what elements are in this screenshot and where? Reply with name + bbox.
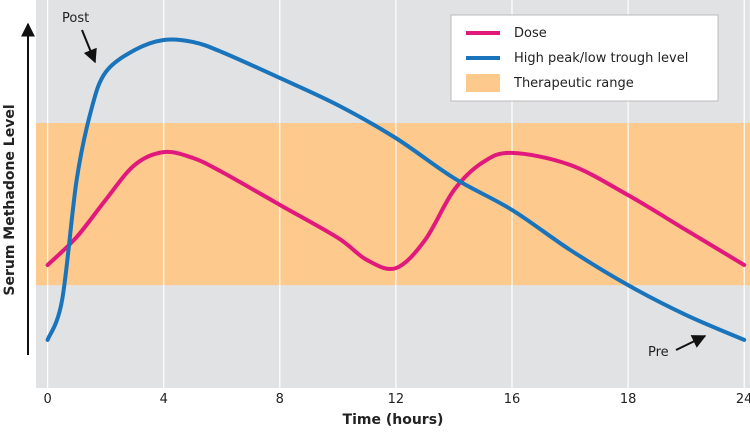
x-tick-label: 18 xyxy=(620,392,637,407)
x-tick-label: 8 xyxy=(276,392,284,407)
x-tick-label: 16 xyxy=(504,392,521,407)
x-tick-label: 4 xyxy=(160,392,168,407)
legend-label: Dose xyxy=(514,26,547,41)
legend: Dose High peak/low trough level Therapeu… xyxy=(450,14,719,102)
annotation-arrow xyxy=(81,29,97,64)
series-line xyxy=(45,149,747,271)
therapeutic-band xyxy=(36,122,750,286)
legend-label: High peak/low trough level xyxy=(514,51,688,66)
x-axis-title: Time (hours) xyxy=(343,412,444,428)
y-axis-title: Serum Methadone Level xyxy=(2,104,18,295)
annotation: Pre xyxy=(648,345,669,360)
annotation: Post xyxy=(62,11,89,26)
legend-swatch xyxy=(466,74,500,92)
x-tick-label: 0 xyxy=(43,392,51,407)
x-tick-label: 24 xyxy=(736,392,750,407)
x-tick-label: 12 xyxy=(388,392,405,407)
series-line xyxy=(45,37,747,342)
annotation-arrow xyxy=(675,335,707,351)
legend-label: Therapeutic range xyxy=(513,76,634,91)
